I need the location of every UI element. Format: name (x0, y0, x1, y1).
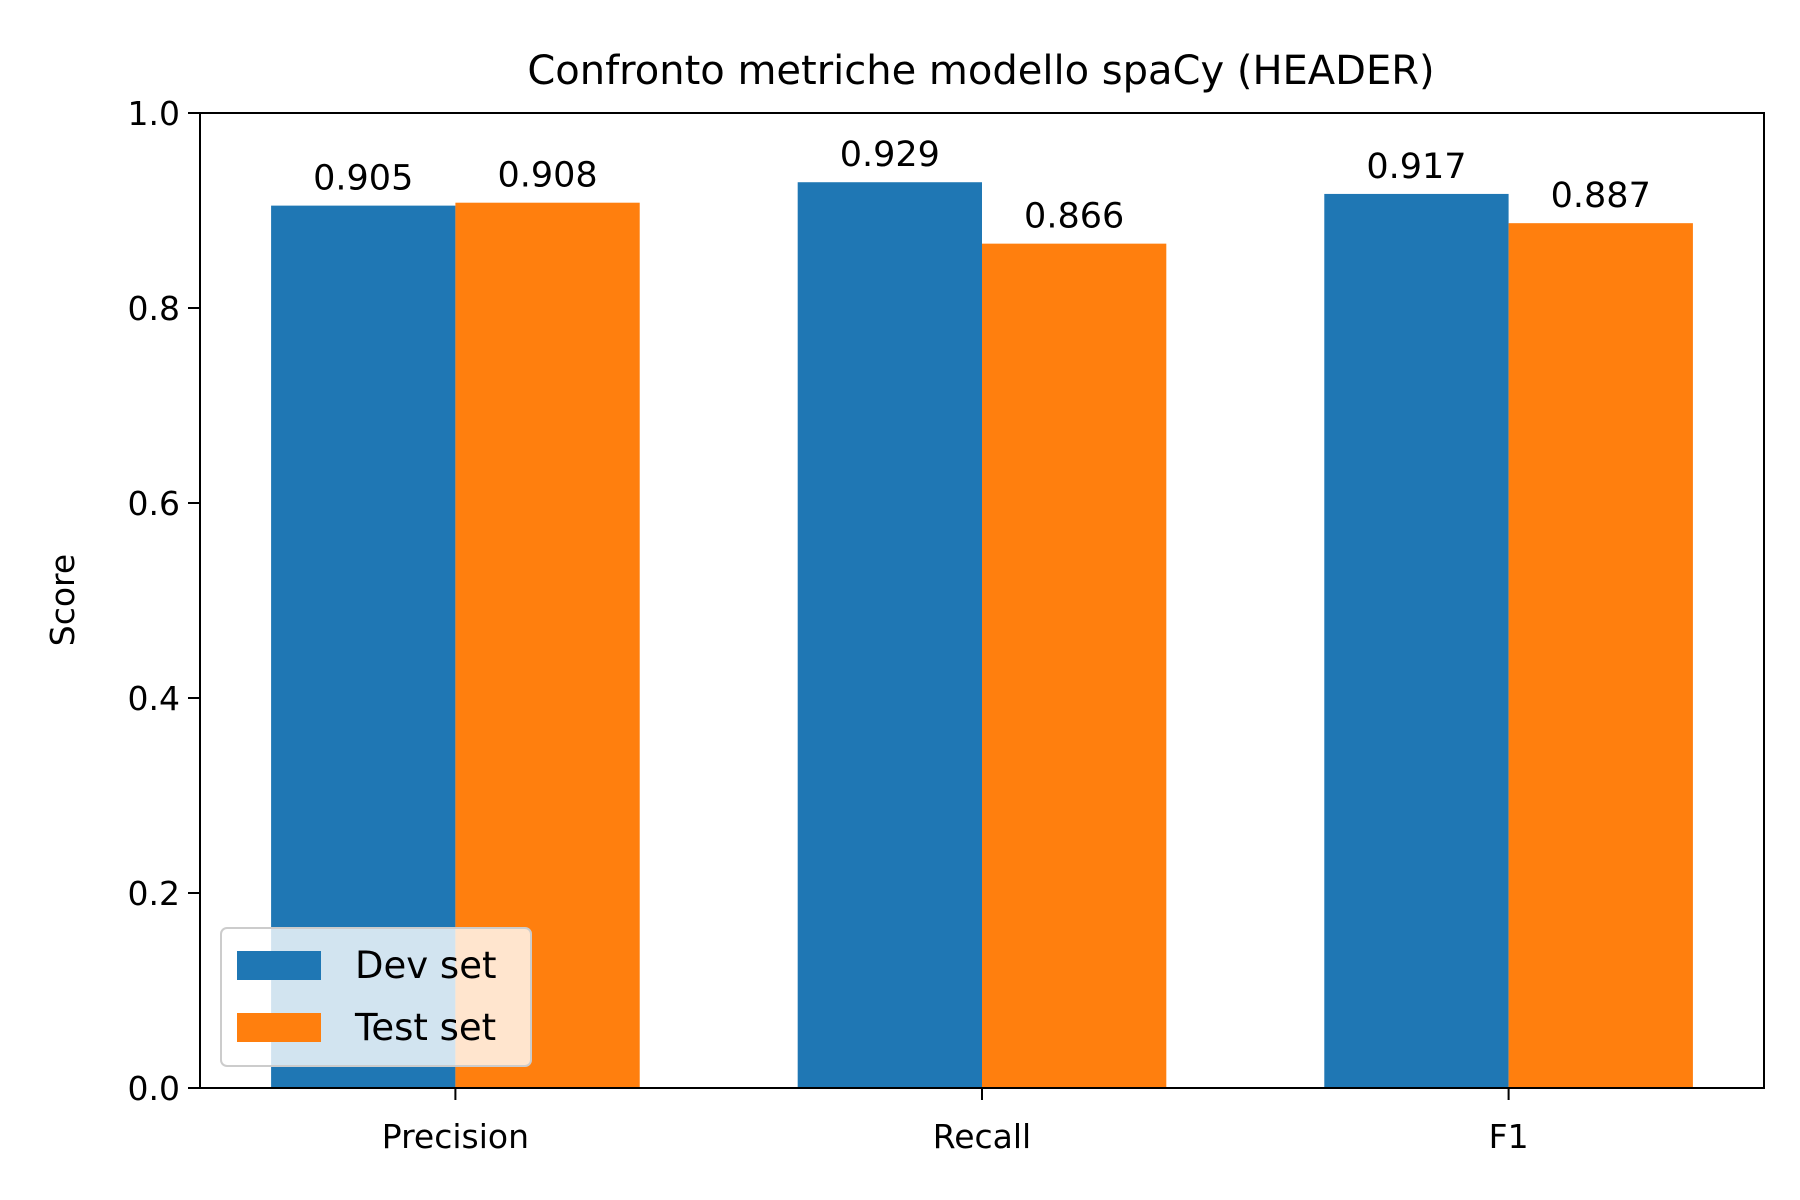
legend-swatch-test-set (237, 1013, 321, 1042)
x-axis: Precision Recall F1 (382, 1088, 1529, 1156)
bar-dev-set-recall (797, 182, 982, 1089)
bar-test-set-recall (982, 243, 1167, 1088)
data-label: 0.887 (1551, 176, 1651, 216)
y-axis: 0.0 0.2 0.4 0.6 0.8 1.0 (128, 94, 200, 1108)
bar-dev-set-f1 (1324, 193, 1509, 1089)
y-tick-label: 1.0 (128, 94, 180, 133)
x-tick-label: F1 (1489, 1117, 1529, 1156)
x-tick-label: Precision (382, 1117, 529, 1156)
chart-title: Confronto metriche modello spaCy (HEADER… (527, 48, 1434, 94)
y-tick-label: 0.2 (128, 874, 180, 913)
data-label: 0.905 (313, 159, 413, 199)
bars-layer (271, 182, 1693, 1089)
data-label: 0.917 (1366, 147, 1466, 187)
data-label: 0.866 (1024, 197, 1124, 237)
data-label: 0.908 (497, 156, 597, 196)
x-tick-label: Recall (933, 1117, 1031, 1156)
y-tick-label: 0.0 (128, 1069, 180, 1108)
y-tick-label: 0.4 (128, 679, 180, 718)
legend-label: Test set (354, 1006, 496, 1049)
data-label: 0.929 (840, 135, 940, 175)
data-labels-layer: 0.905 0.929 0.917 0.908 0.866 0.887 (313, 135, 1651, 236)
bar-test-set-f1 (1508, 223, 1693, 1089)
legend: Dev set Test set (220, 927, 532, 1067)
y-axis-label: Score (43, 554, 82, 646)
y-tick-label: 0.8 (128, 289, 180, 328)
y-tick-label: 0.6 (128, 484, 180, 523)
legend-label: Dev set (355, 944, 496, 987)
legend-items: Dev set Test set (237, 944, 496, 1049)
legend-swatch-dev-set (237, 951, 321, 980)
